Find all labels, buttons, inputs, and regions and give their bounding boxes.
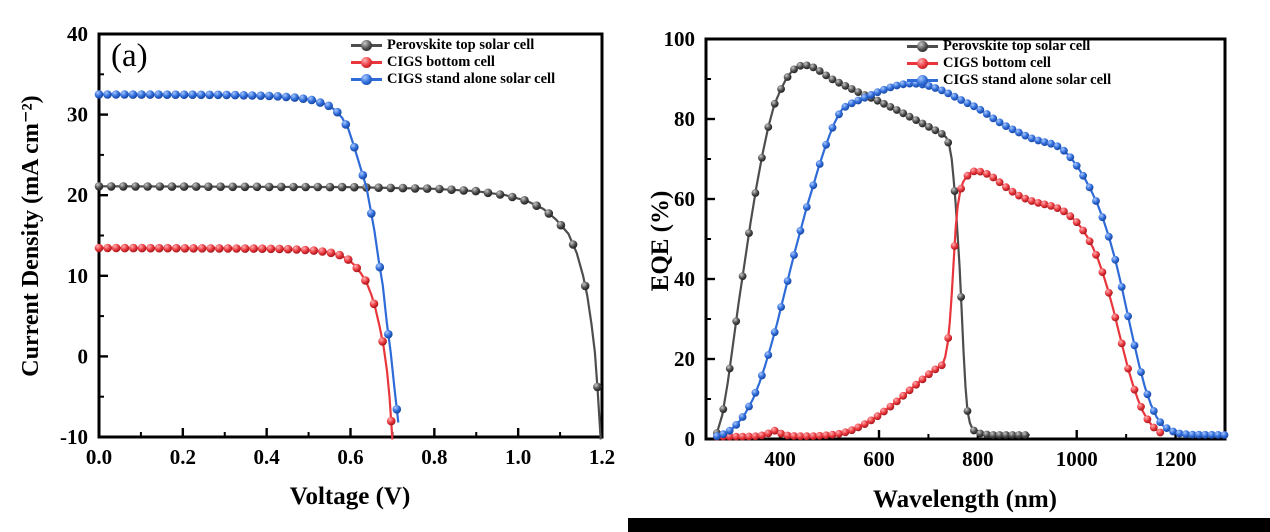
svg-text:600: 600 (863, 447, 895, 471)
svg-text:0: 0 (685, 427, 696, 451)
svg-text:80: 80 (674, 107, 695, 131)
panel-label: (a) (111, 38, 148, 74)
left-chart-x-axis-title: Voltage (V) (289, 483, 411, 510)
svg-text:30: 30 (67, 103, 88, 127)
jv-chart: 0.0 0.2 0.4 0.6 0.8 1.0 1.2 -10 0 10 20 30 40 (60, 22, 615, 469)
left-chart-legend: Perovskite top solar cell CIGS bottom ce… (351, 37, 555, 88)
legend-label: CIGS stand alone solar cell (943, 72, 1112, 88)
svg-text:-10: -10 (60, 425, 88, 449)
legend-label: CIGS bottom cell (943, 55, 1051, 71)
legend-item-perovskite: Perovskite top solar cell (907, 38, 1111, 55)
svg-text:100: 100 (664, 27, 696, 51)
legend-item-cigs-standalone: CIGS stand alone solar cell (351, 71, 555, 88)
left-chart-y-axis-title: Current Density (mA cm⁻²) (18, 95, 44, 377)
svg-text:1200: 1200 (1155, 447, 1197, 471)
legend-item-perovskite: Perovskite top solar cell (351, 37, 555, 54)
svg-text:0: 0 (78, 344, 89, 368)
right-chart-y-axis-title: EQE (%) (647, 190, 674, 292)
svg-text:20: 20 (67, 183, 88, 207)
legend-label: CIGS stand alone solar cell (387, 71, 556, 87)
cigs-standalone-series-marker-icon (907, 74, 938, 87)
bottom-black-bar (628, 518, 1270, 532)
right-chart-x-axis-title: Wavelength (nm) (872, 486, 1058, 513)
svg-text:0.0: 0.0 (86, 445, 112, 469)
eqe-chart: 400 600 800 1000 1200 0 20 40 60 80 100 (664, 27, 1229, 471)
svg-text:40: 40 (674, 267, 695, 291)
svg-text:1.0: 1.0 (505, 445, 531, 469)
svg-text:40: 40 (67, 22, 88, 46)
svg-text:800: 800 (962, 447, 994, 471)
svg-text:60: 60 (674, 187, 695, 211)
svg-text:20: 20 (674, 347, 695, 371)
cigs-bottom-series-marker-icon (351, 56, 382, 69)
svg-text:1.2: 1.2 (589, 445, 615, 469)
svg-text:0.8: 0.8 (421, 445, 447, 469)
cigs-standalone-series-marker-icon (351, 73, 382, 86)
svg-text:0.2: 0.2 (170, 445, 196, 469)
perovskite-series-marker-icon (907, 40, 938, 53)
legend-item-cigs-bottom: CIGS bottom cell (351, 54, 555, 71)
cigs-bottom-series-marker-icon (907, 57, 938, 70)
legend-label: CIGS bottom cell (387, 54, 495, 70)
svg-text:0.4: 0.4 (254, 445, 281, 469)
svg-text:1000: 1000 (1056, 447, 1098, 471)
legend-label: Perovskite top solar cell (943, 38, 1091, 54)
svg-text:10: 10 (67, 264, 88, 288)
legend-item-cigs-standalone: CIGS stand alone solar cell (907, 72, 1111, 89)
right-chart-legend: Perovskite top solar cell CIGS bottom ce… (907, 38, 1111, 89)
legend-label: Perovskite top solar cell (387, 37, 535, 53)
svg-text:0.6: 0.6 (337, 445, 363, 469)
perovskite-series-marker-icon (351, 39, 382, 52)
svg-text:400: 400 (764, 447, 796, 471)
legend-item-cigs-bottom: CIGS bottom cell (907, 55, 1111, 72)
